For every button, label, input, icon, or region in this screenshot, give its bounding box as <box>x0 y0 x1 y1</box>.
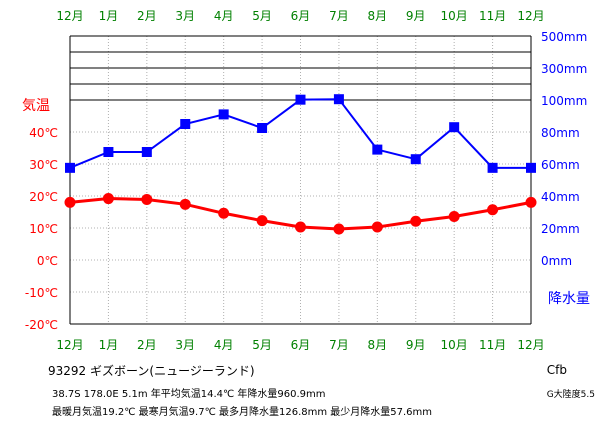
bottom-month-label: 1月 <box>99 338 119 352</box>
temperature-point <box>448 210 460 222</box>
temperature-point <box>256 215 268 227</box>
top-month-label: 4月 <box>214 9 234 23</box>
bottom-month-labels: 12月 1月 2月 3月 4月 5月 6月 7月 8月 9月 10月 11月 12月 <box>56 338 544 352</box>
bottom-month-label: 3月 <box>175 338 195 352</box>
precipitation-point <box>218 109 229 120</box>
temperature-tick: -20℃ <box>25 318 58 332</box>
bottom-month-label: 4月 <box>214 338 234 352</box>
precipitation-point <box>180 119 191 129</box>
precipitation-tick-labels: 500mm 300mm 100mm 80mm 60mm 40mm 20mm 0mm <box>541 30 587 268</box>
precipitation-point <box>333 94 344 105</box>
top-month-label: 8月 <box>368 9 388 23</box>
bottom-month-label: 10月 <box>441 338 468 352</box>
station-extremes: 最暖月気温19.2℃ 最寒月気温9.7℃ 最多月降水量126.8mm 最少月降水… <box>52 407 433 418</box>
precipitation-tick: 20mm <box>541 222 580 236</box>
temperature-point <box>487 204 499 216</box>
precipitation-point <box>65 162 75 173</box>
temperature-point <box>371 221 383 233</box>
precipitation-point <box>103 147 114 157</box>
precipitation-series <box>65 94 536 173</box>
chart-axes <box>69 36 532 325</box>
temperature-tick: 40℃ <box>29 126 58 140</box>
precipitation-tick: 40mm <box>541 190 580 204</box>
bottom-month-label: 12月 <box>517 338 544 352</box>
precipitation-point <box>141 147 152 157</box>
precipitation-line <box>69 98 531 169</box>
bottom-month-label: 12月 <box>56 338 83 352</box>
temperature-tick: 20℃ <box>29 190 58 204</box>
precipitation-tick: 500mm <box>541 30 587 44</box>
temperature-tick: 0℃ <box>37 254 58 268</box>
top-month-label: 10月 <box>441 9 468 23</box>
top-month-label: 2月 <box>137 9 157 23</box>
top-month-label: 12月 <box>517 9 544 23</box>
temperature-axis-label: 気温 <box>22 98 50 114</box>
temperature-point <box>525 196 537 208</box>
temperature-point <box>410 215 422 227</box>
top-month-label: 5月 <box>252 9 272 23</box>
bottom-month-label: 11月 <box>479 338 506 352</box>
bottom-month-label: 6月 <box>291 338 311 352</box>
precipitation-point <box>526 162 536 173</box>
precipitation-point <box>487 162 498 173</box>
precipitation-point <box>257 123 268 133</box>
precipitation-tick: 300mm <box>541 62 587 76</box>
temperature-point <box>295 221 306 233</box>
precipitation-tick: 0mm <box>541 254 572 268</box>
top-month-label: 1月 <box>99 9 119 23</box>
temperature-point <box>333 223 345 235</box>
precipitation-point <box>295 94 306 105</box>
temperature-series <box>64 193 537 235</box>
bottom-month-label: 2月 <box>137 338 157 352</box>
continentality: G大陸度5.5 <box>546 390 595 400</box>
temperature-tick: -10℃ <box>25 286 58 300</box>
bottom-month-label: 5月 <box>252 338 272 352</box>
bottom-month-label: 7月 <box>329 338 349 352</box>
station-title: 93292 ギズボーン(ニュージーランド) <box>48 364 255 378</box>
precipitation-point <box>449 122 460 133</box>
bottom-month-label: 9月 <box>406 338 426 352</box>
precipitation-axis-label: 降水量 <box>548 291 590 307</box>
temperature-point <box>218 207 230 219</box>
top-month-label: 3月 <box>175 9 195 23</box>
temperature-tick: 10℃ <box>29 222 58 236</box>
temperature-point <box>179 198 191 210</box>
temperature-point <box>64 196 76 208</box>
temperature-point <box>102 193 114 205</box>
precipitation-tick: 100mm <box>541 94 587 108</box>
top-month-label: 6月 <box>291 9 311 23</box>
bottom-month-label: 8月 <box>368 338 388 352</box>
chart-grid <box>70 35 531 324</box>
temperature-tick: 30℃ <box>29 158 58 172</box>
top-month-label: 7月 <box>329 9 349 23</box>
top-month-label: 9月 <box>406 9 426 23</box>
top-month-label: 11月 <box>479 9 506 23</box>
temperature-point <box>141 194 153 206</box>
station-summary: 38.7S 178.0E 5.1m 年平均気温14.4℃ 年降水量960.9mm <box>52 389 326 400</box>
precipitation-point <box>372 144 383 155</box>
temperature-tick-labels: 40℃ 30℃ 20℃ 10℃ 0℃ -10℃ -20℃ <box>25 126 58 332</box>
precipitation-tick: 60mm <box>541 158 580 172</box>
top-month-labels: 12月 1月 2月 3月 4月 5月 6月 7月 8月 9月 10月 11月 12月 <box>56 9 544 23</box>
top-month-label: 12月 <box>56 9 83 23</box>
climate-class: Cfb <box>546 363 567 377</box>
precipitation-tick: 80mm <box>541 126 580 140</box>
precipitation-point <box>410 154 421 165</box>
